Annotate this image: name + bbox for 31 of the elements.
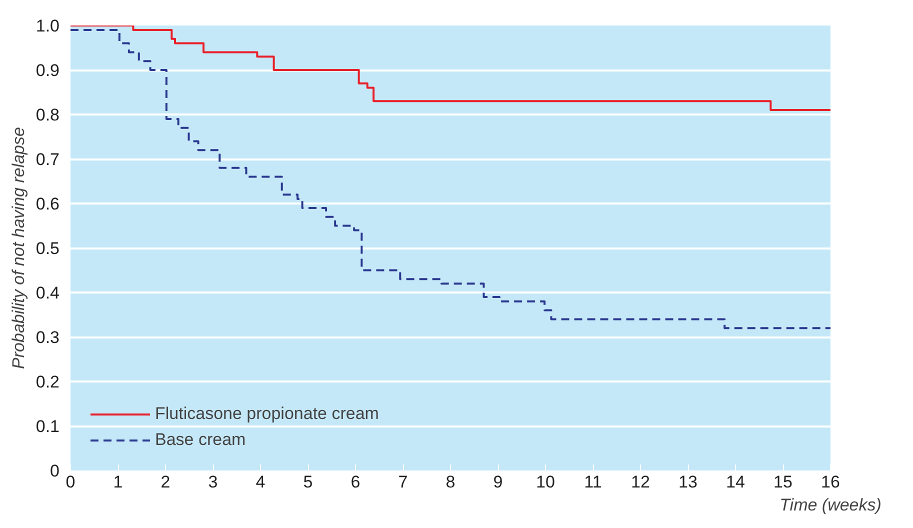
x-tick-label: 13	[678, 472, 698, 492]
x-axis-title: Time (weeks)	[780, 496, 882, 514]
x-tick-label: 4	[256, 472, 266, 492]
y-tick-label: 0.8	[36, 106, 60, 124]
legend-label: Fluticasone propionate cream	[155, 404, 379, 424]
x-tick-label: 5	[303, 472, 313, 492]
x-tick-label: 8	[446, 472, 456, 492]
x-tick-label: 1	[113, 472, 123, 492]
x-tick-label: 16	[821, 472, 840, 492]
x-tick-label: 10	[536, 472, 555, 492]
y-tick-label: 0.5	[36, 239, 60, 258]
x-tick-label: 11	[584, 472, 602, 492]
x-tick-label: 9	[493, 472, 503, 492]
x-tick-label: 7	[398, 472, 408, 492]
y-tick-label: 0.4	[36, 284, 60, 302]
legend-label: Base cream	[155, 430, 246, 450]
x-tick-label: 14	[726, 472, 745, 492]
x-tick-label: 15	[774, 472, 792, 492]
y-axis-title: Probability of not having relapse	[8, 127, 28, 369]
y-tick-label: 0.3	[36, 328, 60, 347]
x-tick-label: 0	[66, 472, 76, 492]
x-tick-label: 12	[631, 472, 650, 492]
y-tick-label: 0.6	[36, 194, 60, 214]
y-tick-label: 0.1	[36, 417, 60, 436]
y-tick-label: 0.9	[36, 61, 60, 80]
y-tick-label: 0.2	[36, 372, 60, 392]
x-tick-label: 2	[160, 472, 170, 492]
x-tick-label: 6	[350, 472, 360, 492]
y-tick-label: 1.0	[36, 16, 60, 36]
x-tick-label: 3	[208, 472, 218, 492]
y-tick-label: 0.7	[36, 150, 60, 169]
